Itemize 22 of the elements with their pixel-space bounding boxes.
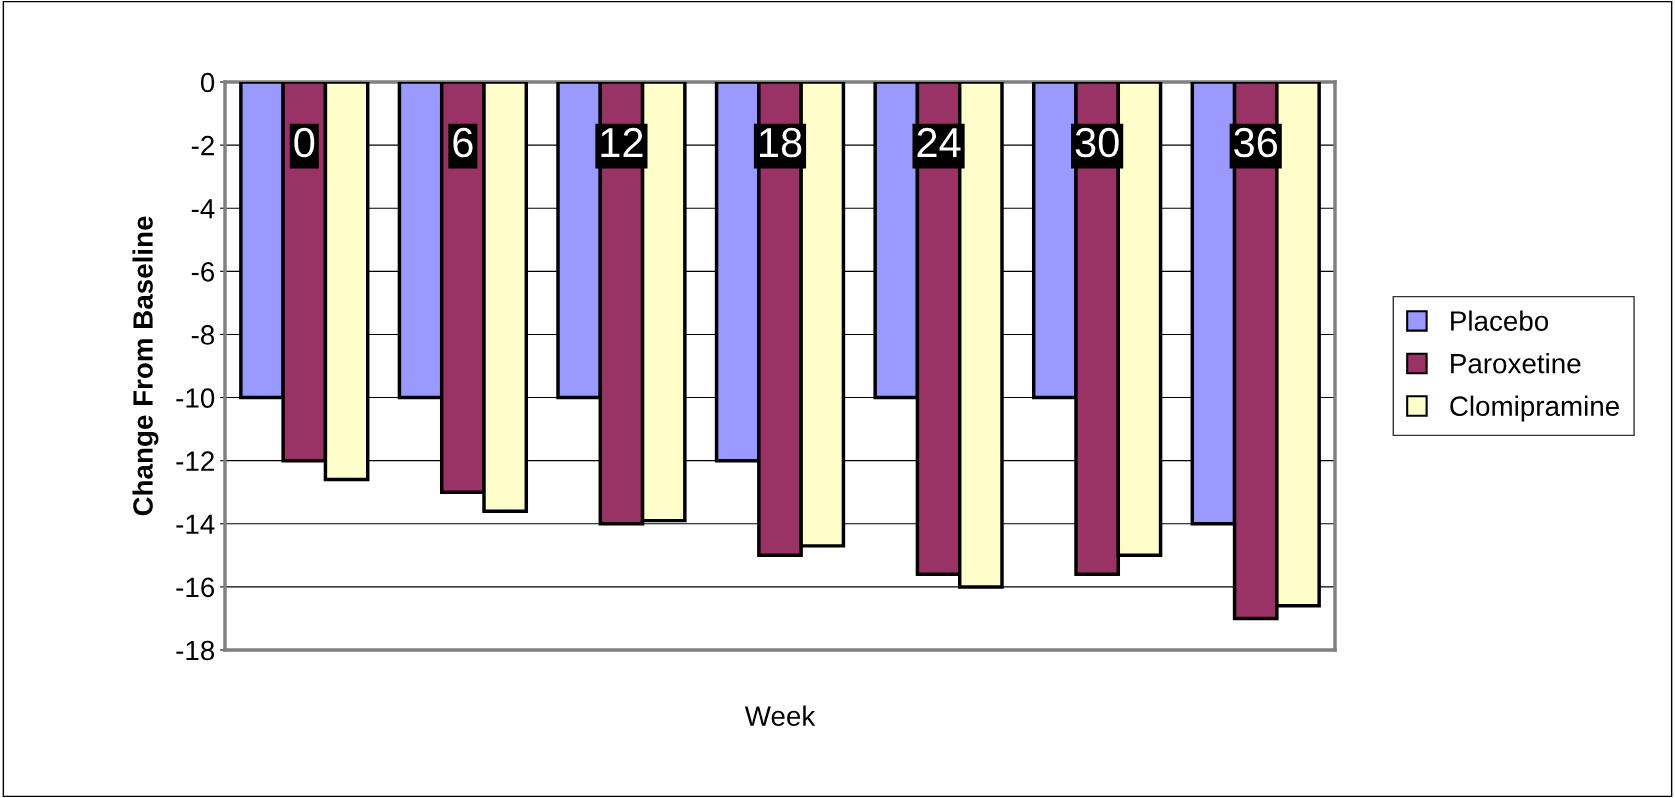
y-tick-label: -12 bbox=[176, 451, 214, 471]
x-tick-label: 30 bbox=[1075, 127, 1119, 158]
x-tick-label: 12 bbox=[601, 127, 643, 157]
legend-label: Paroxetine bbox=[1451, 353, 1581, 374]
legend-label: Placebo bbox=[1451, 310, 1549, 331]
y-tick-label: -2 bbox=[191, 135, 214, 156]
legend-label: Clomipramine bbox=[1450, 395, 1619, 422]
x-tick-label: 36 bbox=[1234, 127, 1278, 158]
y-tick-label: -6 bbox=[191, 262, 215, 282]
x-tick-label: 24 bbox=[917, 127, 961, 157]
y-tick-label: -10 bbox=[176, 388, 215, 408]
x-tick-label: 0 bbox=[294, 127, 315, 158]
y-tick-label: -16 bbox=[176, 577, 215, 598]
x-axis-title: Week bbox=[744, 705, 816, 726]
y-axis-title: Change From Baseline bbox=[132, 216, 159, 516]
x-tick-label: 6 bbox=[453, 127, 473, 158]
y-tick-label: -8 bbox=[191, 325, 215, 345]
x-tick-label: 18 bbox=[760, 127, 802, 158]
y-tick-label: -18 bbox=[176, 640, 215, 661]
y-tick-label: 0 bbox=[200, 72, 215, 93]
y-tick-label: -14 bbox=[176, 514, 215, 534]
y-tick-label: -4 bbox=[191, 199, 215, 219]
